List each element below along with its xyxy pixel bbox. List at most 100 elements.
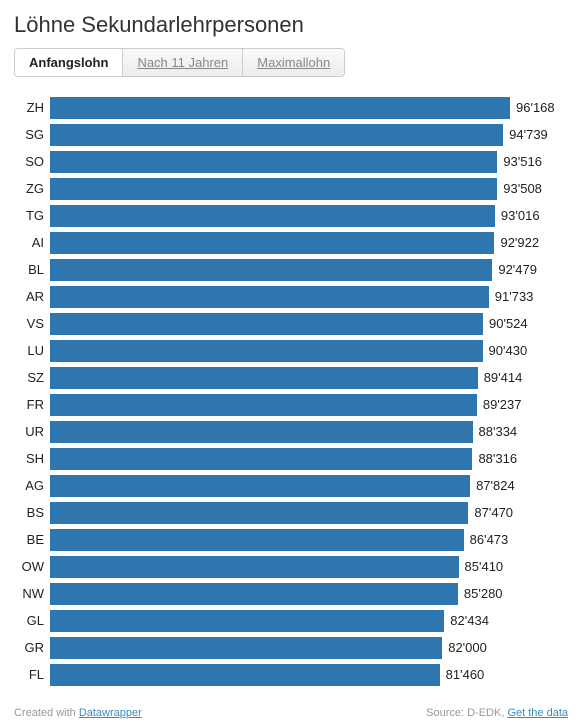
bar-row: BS 87'470 xyxy=(14,500,568,525)
bar-track: 96'168 xyxy=(50,97,568,119)
bar-label: FR xyxy=(14,397,50,412)
bar-track: 81'460 xyxy=(50,664,568,686)
bar-value: 85'410 xyxy=(459,559,504,574)
bar-track: 88'316 xyxy=(50,448,568,470)
bar-label: VS xyxy=(14,316,50,331)
bar xyxy=(50,637,442,659)
bar xyxy=(50,394,477,416)
bar-track: 88'334 xyxy=(50,421,568,443)
bar-label: AR xyxy=(14,289,50,304)
bar xyxy=(50,421,473,443)
bar-label: SO xyxy=(14,154,50,169)
bar-chart: ZH96'168SG94'739SO93'516ZG93'508TG93'016… xyxy=(14,95,568,687)
bar xyxy=(50,502,468,524)
footer-source-text: Source: D-EDK, xyxy=(426,707,507,719)
bar xyxy=(50,664,440,686)
bar xyxy=(50,124,503,146)
bar-label: BS xyxy=(14,505,50,520)
bar-value: 81'460 xyxy=(440,667,485,682)
bar-row: BL92'479 xyxy=(14,257,568,282)
bar xyxy=(50,178,497,200)
bar xyxy=(50,529,464,551)
bar-value: 87'470 xyxy=(468,505,513,520)
bar-label: AI xyxy=(14,235,50,250)
bar-value: 87'824 xyxy=(470,478,515,493)
bar xyxy=(50,340,483,362)
bar xyxy=(50,313,483,335)
bar-track: 93'016 xyxy=(50,205,568,227)
datawrapper-link[interactable]: Datawrapper xyxy=(79,707,142,719)
bar-row: AI 92'922 xyxy=(14,230,568,255)
bar-label: GL xyxy=(14,613,50,628)
bar-track: 90'430 xyxy=(50,340,568,362)
bar-label: ZG xyxy=(14,181,50,196)
tab-bar: AnfangslohnNach 11 JahrenMaximallohn xyxy=(14,48,345,77)
bar-label: OW xyxy=(14,559,50,574)
bar-value: 85'280 xyxy=(458,586,503,601)
bar-track: 89'237 xyxy=(50,394,568,416)
bar-value: 90'524 xyxy=(483,316,528,331)
bar-label: TG xyxy=(14,208,50,223)
chart-footer: Created with Datawrapper Source: D-EDK, … xyxy=(14,707,568,719)
bar-track: 90'524 xyxy=(50,313,568,335)
bar xyxy=(50,286,489,308)
bar-label: SZ xyxy=(14,370,50,385)
bar-row: OW 85'410 xyxy=(14,554,568,579)
bar-value: 92'922 xyxy=(494,235,539,250)
bar-row: TG 93'016 xyxy=(14,203,568,228)
tab-maximallohn[interactable]: Maximallohn xyxy=(243,49,344,76)
bar-row: ZH 96'168 xyxy=(14,95,568,120)
tab-anfangslohn[interactable]: Anfangslohn xyxy=(15,49,123,76)
bar xyxy=(50,205,495,227)
bar-value: 93'516 xyxy=(497,154,542,169)
tab-nach-11-jahren[interactable]: Nach 11 Jahren xyxy=(123,49,243,76)
bar-row: BE86'473 xyxy=(14,527,568,552)
bar-value: 90'430 xyxy=(483,343,528,358)
footer-credit-text: Created with xyxy=(14,707,79,719)
bar-row: GR82'000 xyxy=(14,635,568,660)
chart-title: Löhne Sekundarlehrpersonen xyxy=(14,12,568,38)
bar-label: AG xyxy=(14,478,50,493)
bar xyxy=(50,610,444,632)
bar-value: 96'168 xyxy=(510,100,555,115)
bar-label: FL xyxy=(14,667,50,682)
bar-value: 94'739 xyxy=(503,127,548,142)
bar-row: SO 93'516 xyxy=(14,149,568,174)
bar-row: AR 91'733 xyxy=(14,284,568,309)
bar-track: 82'434 xyxy=(50,610,568,632)
bar xyxy=(50,475,470,497)
get-data-link[interactable]: Get the data xyxy=(507,707,568,719)
bar-value: 88'316 xyxy=(472,451,517,466)
bar xyxy=(50,556,459,578)
bar-track: 92'479 xyxy=(50,259,568,281)
bar xyxy=(50,151,497,173)
bar-row: LU90'430 xyxy=(14,338,568,363)
bar-row: SG 94'739 xyxy=(14,122,568,147)
bar xyxy=(50,367,478,389)
bar-row: FR 89'237 xyxy=(14,392,568,417)
bar-label: SG xyxy=(14,127,50,142)
bar xyxy=(50,448,472,470)
bar-label: SH xyxy=(14,451,50,466)
bar-value: 93'016 xyxy=(495,208,540,223)
bar-label: ZH xyxy=(14,100,50,115)
bar xyxy=(50,97,510,119)
bar-track: 92'922 xyxy=(50,232,568,254)
bar-row: SZ 89'414 xyxy=(14,365,568,390)
bar-label: BL xyxy=(14,262,50,277)
bar-value: 89'237 xyxy=(477,397,522,412)
bar-value: 86'473 xyxy=(464,532,509,547)
bar xyxy=(50,583,458,605)
bar-row: FL 81'460 xyxy=(14,662,568,687)
bar xyxy=(50,259,492,281)
bar-value: 91'733 xyxy=(489,289,534,304)
bar-value: 89'414 xyxy=(478,370,523,385)
bar-track: 86'473 xyxy=(50,529,568,551)
bar-row: SH 88'316 xyxy=(14,446,568,471)
bar-label: UR xyxy=(14,424,50,439)
bar-value: 82'434 xyxy=(444,613,489,628)
bar-row: UR88'334 xyxy=(14,419,568,444)
bar-track: 94'739 xyxy=(50,124,568,146)
footer-credit: Created with Datawrapper xyxy=(14,707,142,719)
bar-label: GR xyxy=(14,640,50,655)
